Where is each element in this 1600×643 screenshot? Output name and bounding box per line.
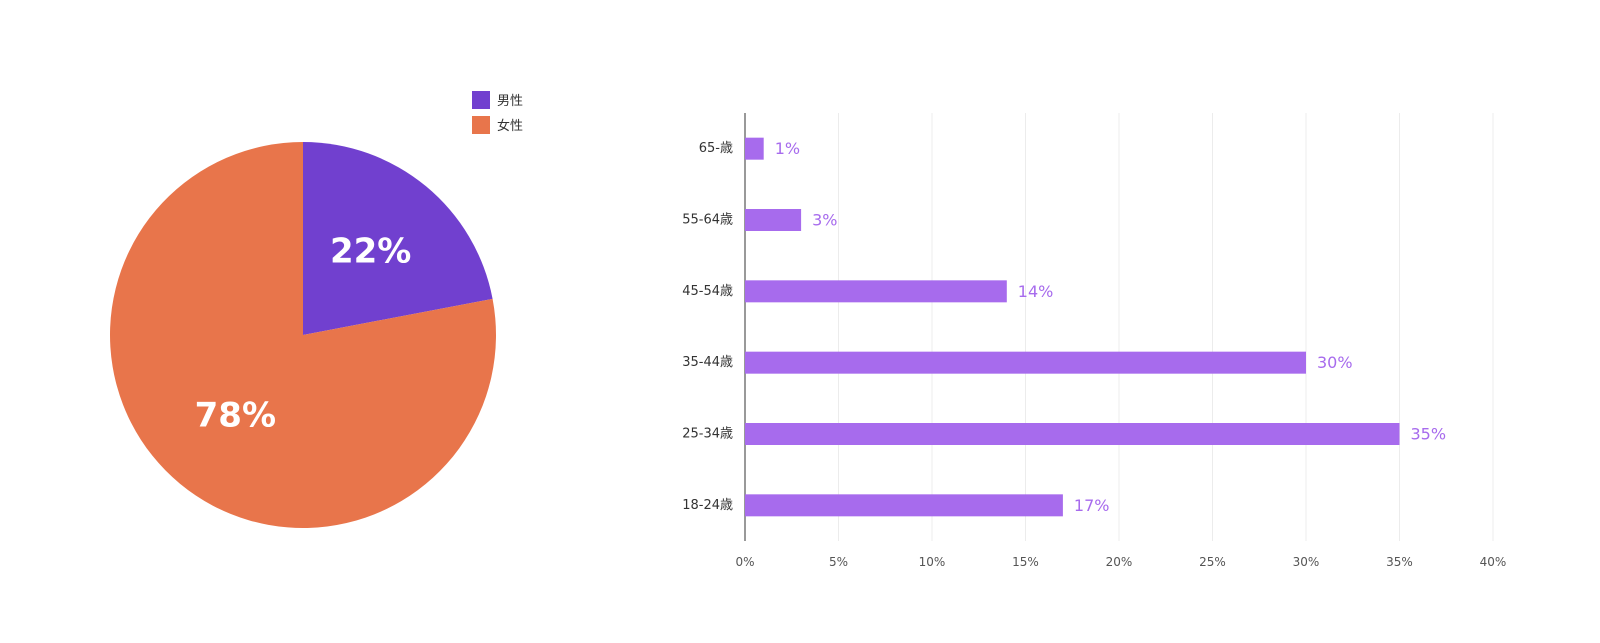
pie-slice-label: 22% [330, 232, 411, 272]
category-label: 18-24歳 [682, 498, 733, 513]
bar-data-label: 14% [1018, 282, 1054, 301]
x-tick-label: 5% [829, 555, 848, 569]
bar [745, 280, 1007, 303]
category-label: 25-34歳 [682, 427, 733, 442]
x-tick-label: 30% [1293, 555, 1320, 569]
bar [745, 494, 1063, 517]
category-label: 45-54歳 [682, 284, 733, 299]
pie-slice [110, 142, 497, 528]
x-tick-label: 35% [1386, 555, 1413, 569]
legend-swatch-male [472, 91, 490, 109]
pie-slice-label: 78% [195, 395, 276, 435]
bar [745, 351, 1306, 374]
x-tick-label: 40% [1480, 555, 1507, 569]
bar [745, 209, 802, 231]
bar [745, 423, 1400, 445]
x-tick-label: 20% [1106, 555, 1133, 569]
category-label: 35-44歳 [682, 355, 733, 370]
pie-labels: 22% 78% [195, 232, 412, 436]
pie-legend: 男性 女性 [472, 91, 523, 134]
category-label: 55-64歳 [682, 213, 733, 228]
bar-tick-labels: 0% 5% 10% 15% 20% 25% 30% 35% 40% [735, 555, 1506, 569]
legend-swatch-female [472, 116, 490, 134]
x-tick-label: 25% [1199, 555, 1226, 569]
pie-slice [303, 142, 493, 335]
legend-label-male: 男性 [497, 94, 523, 109]
legend-label-female: 女性 [497, 118, 523, 134]
x-tick-label: 0% [735, 555, 754, 569]
bar-data-labels: 1% 3% 14% 30% 35% 17% [775, 139, 1446, 515]
bar-data-label: 30% [1317, 353, 1353, 372]
bar-data-label: 35% [1411, 425, 1447, 444]
bar-category-labels: 65-歳 55-64歳 45-54歳 35-44歳 25-34歳 18-24歳 [682, 141, 733, 513]
bar-data-label: 1% [775, 139, 800, 158]
bar-data-label: 17% [1074, 496, 1110, 515]
category-label: 65-歳 [699, 141, 733, 156]
bar-data-label: 3% [812, 211, 837, 230]
x-tick-label: 10% [919, 555, 946, 569]
pie-slices [110, 142, 497, 528]
bar-bars [745, 137, 1400, 517]
bar-gridlines [838, 113, 1494, 541]
bar [745, 137, 764, 160]
x-tick-label: 15% [1012, 555, 1039, 569]
pie-chart: 22% 78% 男性 女性 [110, 91, 523, 528]
